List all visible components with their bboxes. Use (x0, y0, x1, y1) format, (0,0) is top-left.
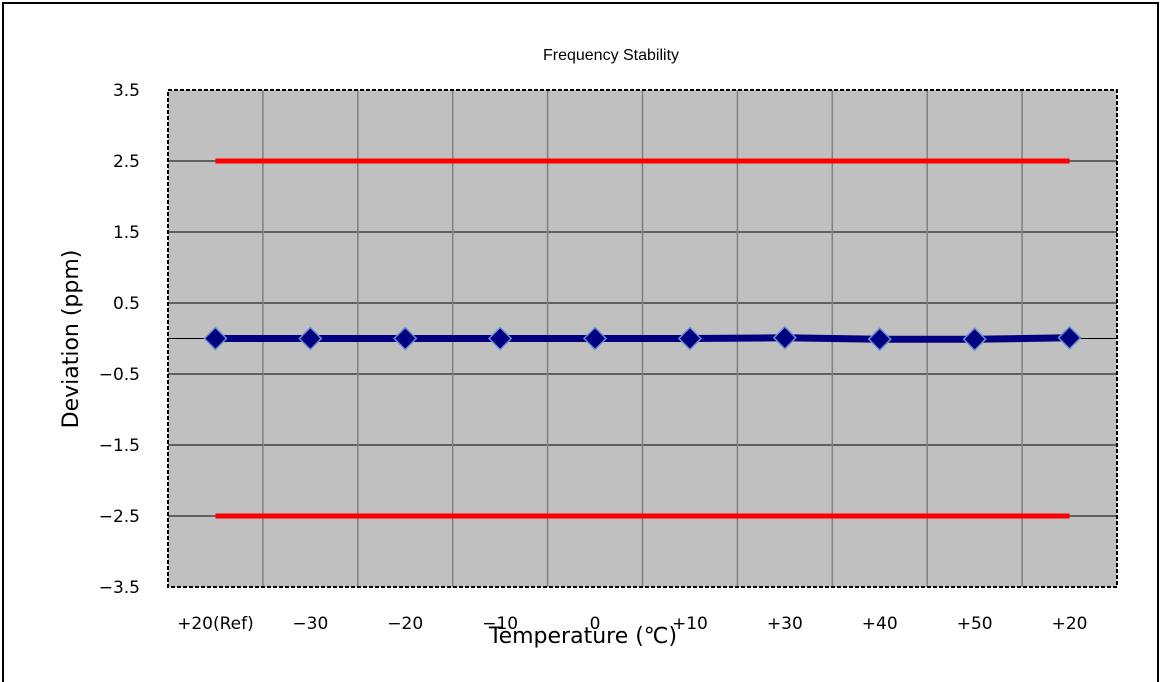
x-tick-label: +30 (767, 614, 803, 634)
x-tick-label: 0 (590, 614, 601, 634)
x-tick-label: +20(Ref) (177, 614, 254, 634)
data-point-marker (772, 325, 797, 350)
plot-border (167, 89, 1118, 588)
data-point-marker (677, 326, 703, 351)
y-tick-label: 3.5 (113, 81, 140, 101)
data-point-marker (203, 326, 228, 351)
x-tick-label: −20 (387, 614, 423, 634)
x-tick-label: −10 (482, 614, 518, 634)
x-tick-label: +40 (862, 614, 898, 634)
x-axis-title: Temperature (℃) (488, 624, 677, 649)
x-tick-label: +10 (672, 614, 708, 634)
x-tick-label: −30 (292, 614, 328, 634)
data-point-marker (962, 327, 987, 352)
chart-title: Frequency Stability (543, 47, 679, 64)
data-point-marker (298, 326, 323, 351)
data-point-marker (393, 326, 418, 351)
y-tick-label: 0.5 (113, 294, 140, 314)
y-tick-label: 1.5 (113, 223, 140, 243)
y-tick-label: −2.5 (99, 507, 140, 527)
y-tick-labels: 3.5 2.5 1.5 0.5 −0.5 −1.5 −2.5 −3.5 (99, 81, 140, 598)
x-tick-labels: +20(Ref) −30 −20 −10 0 +10 +30 +40 +50 +20 (177, 614, 1087, 634)
data-point-marker (582, 326, 608, 351)
y-tick-label: −3.5 (99, 578, 140, 598)
y-tick-label: −1.5 (99, 436, 140, 456)
y-tick-label: −0.5 (99, 365, 140, 385)
deviation-series-line (215, 334, 1070, 343)
data-point-marker (867, 327, 892, 352)
y-axis-title: Deviation (ppm) (59, 250, 84, 429)
x-tick-label: +20 (1052, 614, 1088, 634)
data-point-marker (1057, 325, 1082, 350)
data-point-marker (488, 326, 513, 351)
x-tick-label: +50 (957, 614, 993, 634)
y-tick-label: 2.5 (113, 152, 140, 172)
series-layer (203, 158, 1082, 519)
